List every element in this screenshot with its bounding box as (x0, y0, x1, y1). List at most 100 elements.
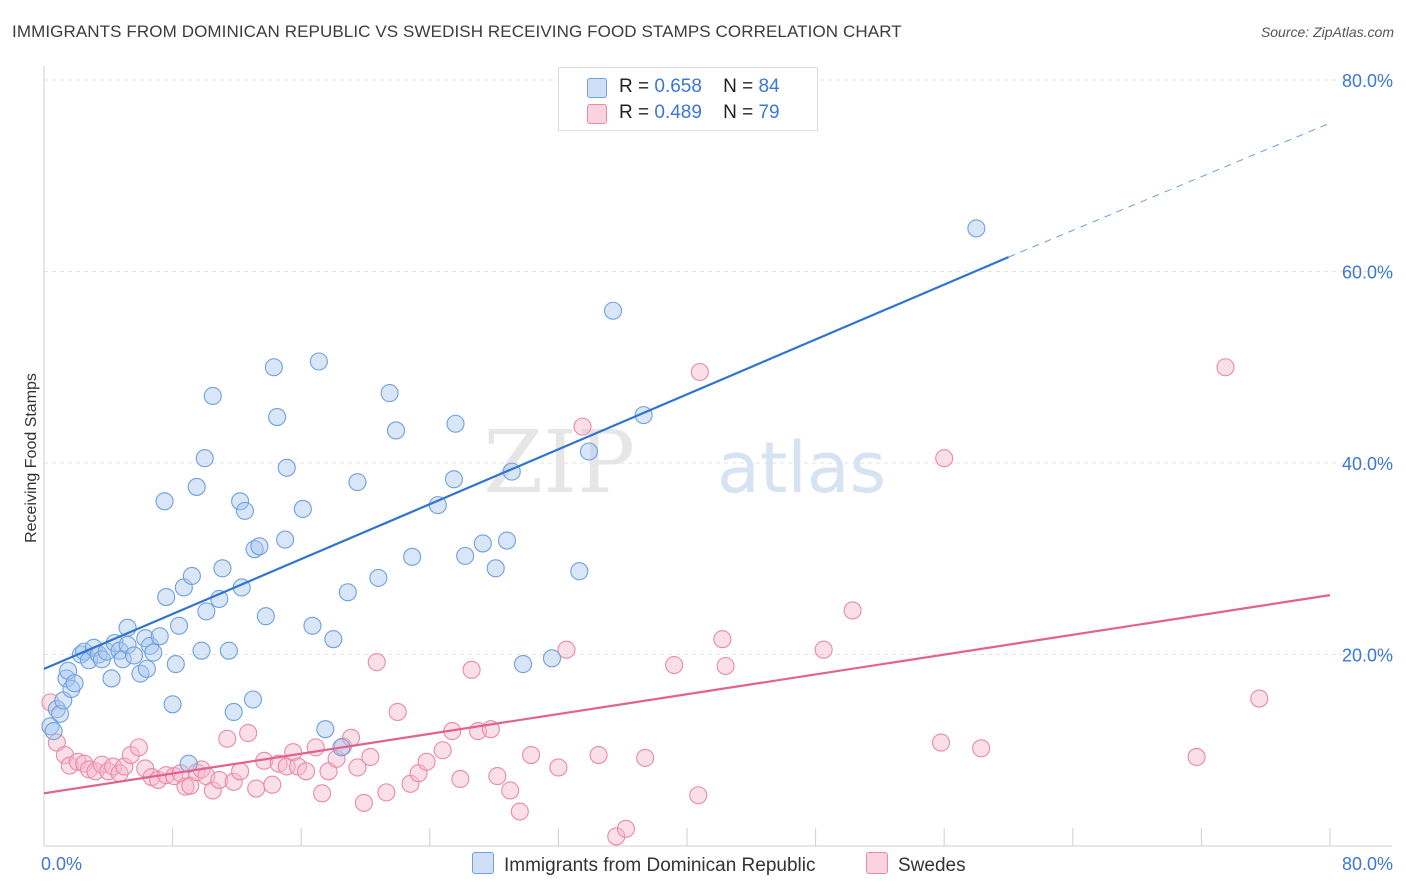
bottom-legend-label-swedes: Swedes (898, 855, 966, 876)
y-tick-label: 20.0% (1342, 646, 1393, 666)
point-dominican (446, 414, 465, 433)
point-dominican (195, 449, 214, 468)
point-dominican (268, 407, 287, 427)
point-swedes (231, 762, 250, 781)
point-swedes (354, 793, 373, 812)
bottom-legend-dominican: Immigrants from Dominican Republic (472, 852, 816, 877)
bottom-legend-swedes: Swedes (866, 852, 966, 877)
point-dominican (542, 649, 562, 668)
point-dominican (256, 607, 275, 626)
legend-n-label: N = (723, 102, 754, 123)
point-dominican (303, 616, 322, 635)
point-dominican (324, 630, 343, 649)
point-dominican (192, 641, 211, 660)
point-dominican (144, 643, 163, 662)
point-dominican (41, 717, 60, 736)
point-dominican (51, 704, 70, 723)
grid-lines (44, 79, 1392, 655)
point-swedes (935, 449, 954, 468)
point-swedes (616, 819, 635, 838)
bottom-legend-swatch-dominican (472, 852, 494, 874)
point-dominican (224, 702, 243, 722)
point-dominican (380, 384, 399, 403)
point-dominican (486, 559, 505, 578)
x-tick-label: 0.0% (41, 854, 82, 874)
point-swedes (417, 752, 436, 771)
point-swedes (557, 640, 576, 659)
point-dominican (179, 754, 198, 773)
point-swedes (203, 781, 222, 800)
point-dominican (250, 537, 269, 556)
point-swedes (451, 769, 470, 789)
point-swedes (433, 741, 452, 760)
axes (43, 66, 1392, 847)
point-swedes (1250, 689, 1269, 708)
point-swedes (1216, 358, 1235, 377)
point-dominican (570, 562, 589, 581)
bottom-legend-label-dominican: Immigrants from Dominican Republic (504, 855, 816, 876)
point-dominican (403, 547, 422, 566)
point-swedes (713, 630, 732, 649)
point-dominican (213, 559, 232, 578)
point-swedes (115, 757, 134, 776)
trend-lines (43, 122, 1331, 795)
point-swedes (462, 660, 481, 679)
point-dominican (338, 583, 357, 602)
watermark-atlas: atlas (717, 427, 886, 509)
point-swedes (931, 733, 951, 752)
trendline-dominican-extension (1008, 122, 1331, 258)
point-swedes (843, 601, 862, 620)
point-dominican (157, 587, 176, 607)
point-dominican (316, 720, 335, 739)
point-swedes (86, 762, 105, 781)
point-swedes (488, 767, 507, 786)
point-dominican (309, 352, 328, 371)
point-dominican (264, 358, 283, 377)
point-swedes (510, 802, 529, 821)
point-dominican (182, 566, 201, 586)
point-swedes (296, 762, 316, 781)
point-dominican (386, 421, 406, 440)
point-dominican (187, 477, 206, 496)
point-dominican (245, 540, 264, 559)
point-dominican (513, 655, 533, 674)
chart-title: IMMIGRANTS FROM DOMINICAN REPUBLIC VS SW… (12, 22, 902, 41)
point-dominican (102, 669, 121, 688)
point-swedes (814, 640, 833, 659)
point-swedes (501, 781, 520, 800)
point-dominican (604, 301, 623, 320)
point-swedes (377, 783, 396, 802)
point-swedes (636, 748, 655, 767)
point-dominican (444, 470, 463, 489)
point-swedes (607, 827, 626, 846)
point-dominican (65, 674, 84, 693)
point-dominican (348, 473, 367, 492)
legend-r-label: R = (619, 102, 650, 123)
point-swedes (210, 770, 229, 789)
watermark: ZIP atlas (483, 413, 886, 513)
point-dominican (473, 534, 492, 553)
point-dominican (277, 458, 296, 477)
y-tick-label: 60.0% (1342, 263, 1393, 283)
point-dominican (155, 492, 174, 511)
point-swedes (263, 775, 282, 794)
point-dominican (579, 442, 598, 461)
point-dominican (293, 499, 312, 519)
point-dominican (169, 616, 189, 635)
point-swedes (522, 745, 541, 765)
point-swedes (239, 723, 258, 743)
point-swedes (224, 772, 243, 791)
point-dominican (276, 530, 295, 549)
point-swedes (972, 739, 991, 758)
point-dominican (137, 659, 156, 678)
point-swedes (313, 784, 332, 803)
y-tick-label: 40.0% (1342, 454, 1393, 474)
legend-n-label: N = (723, 76, 754, 97)
legend-r-value: 0.658 (654, 76, 702, 97)
point-dominican (369, 568, 388, 587)
point-dominican (967, 219, 986, 238)
point-swedes (716, 656, 735, 676)
point-dominican (113, 650, 132, 669)
point-swedes (549, 758, 568, 777)
point-dominican (203, 386, 222, 406)
